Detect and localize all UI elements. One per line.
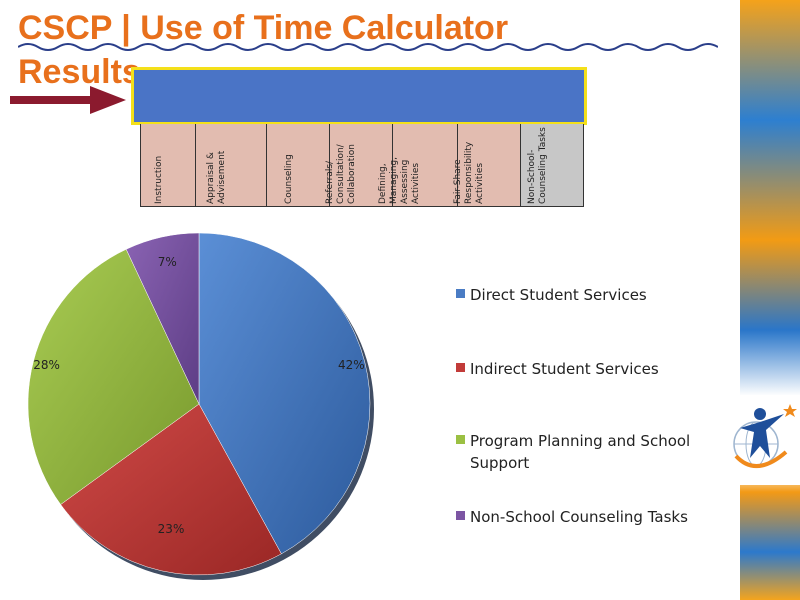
category-cell: Appraisal & Advisement [195, 124, 266, 206]
category-cell: Defining, Managing, Assessing Activities [378, 124, 457, 206]
category-table: Instruction Appraisal & Advisement Counsel… [140, 124, 584, 207]
category-cell: Fair-Share Responsibility Activities [453, 124, 520, 206]
pie-slice [27, 248, 200, 505]
decorative-side-strip [740, 0, 800, 600]
legend-swatch [456, 289, 465, 298]
legend-swatch [456, 435, 465, 444]
title-underline-wave [18, 43, 718, 51]
category-cell: Non-School- Counseling Tasks [520, 124, 584, 206]
pie-slice-label: 42% [338, 358, 365, 372]
pie-chart: 42% 23% 28% 7% [27, 232, 374, 580]
category-label: Referrals/ Consultation/ Collaboration [325, 144, 357, 204]
pie-slice-label: 23% [158, 522, 185, 536]
category-label: Appraisal & Advisement [206, 150, 227, 204]
title-line-1: CSCP | Use of Time Calculator [18, 9, 509, 47]
legend-item: Non-School Counseling Tasks [456, 506, 715, 528]
category-label: Fair-Share Responsibility Activities [453, 141, 485, 204]
highlight-bar [131, 67, 587, 125]
legend-item: Program Planning and School Support [456, 430, 715, 474]
legend-label: Program Planning and School Support [470, 432, 691, 472]
arrow-icon [10, 86, 126, 114]
category-label: Counseling [284, 154, 294, 204]
pie-slice-label: 7% [158, 255, 177, 269]
category-label: Non-School- Counseling Tasks [527, 127, 548, 204]
legend-swatch [456, 511, 465, 520]
category-cell: Instruction [140, 124, 195, 206]
pie-slice-label: 28% [33, 358, 60, 372]
pie-slice [60, 403, 282, 576]
legend-item: Indirect Student Services [456, 358, 715, 380]
legend-item: Direct Student Services [456, 284, 715, 306]
legend-swatch [456, 363, 465, 372]
page-title: CSCP | Use of Time Calculator Results [18, 6, 508, 94]
category-cell: Counseling [266, 124, 329, 206]
pie-slice [198, 232, 371, 555]
category-label: Defining, Managing, Assessing Activities [378, 157, 421, 204]
person-globe-star-icon [733, 404, 797, 468]
category-label: Instruction [154, 155, 164, 204]
title-line-2: Results [18, 53, 141, 91]
legend-label: Indirect Student Services [470, 360, 659, 378]
legend-label: Non-School Counseling Tasks [470, 508, 688, 526]
category-cell: Referrals/ Consultation/ Collaboration [325, 124, 392, 206]
legend-label: Direct Student Services [470, 286, 647, 304]
pie-slice [125, 232, 200, 405]
